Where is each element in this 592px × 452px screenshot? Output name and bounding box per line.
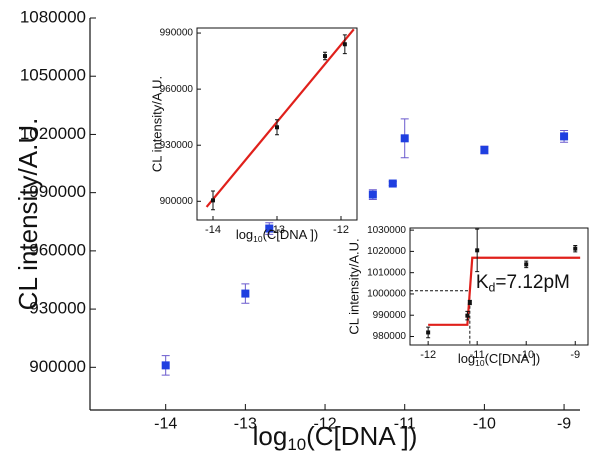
y-tick-label: 990000 [373,310,407,321]
y-tick-label: 930000 [160,140,194,151]
y-tick-label: 960000 [29,240,86,259]
x-tick-label: -12 [333,224,349,236]
x-axis-label: log10(C[DNA ]) [253,421,418,452]
x-tick-label: -10 [518,349,534,361]
y-axis-label: CL intensity/A.U. [149,76,164,172]
x-axis-label-sub: 10 [287,435,306,452]
x-axis-label-rest: (C[DNA ]) [306,421,417,451]
y-tick-label: 980000 [373,331,407,342]
point [400,134,409,143]
fit-line [428,256,581,326]
point [465,313,470,318]
x-tick-label: -13 [269,224,285,236]
point [524,262,529,267]
point [426,330,431,335]
kd-annotation-sub: d [489,281,496,295]
x-tick-label: -11 [470,349,485,361]
point [211,198,215,203]
point [388,179,397,188]
point [573,246,578,251]
y-tick-label: 1020000 [367,246,406,257]
y-axis-label: CL intensity/A.U. [13,118,43,311]
kd-annotation-rest: =7.12pM [495,272,569,293]
point [475,248,480,253]
x-axis-label-rest: (C[DNA ]) [263,227,319,242]
y-tick-label: 900000 [29,357,86,376]
y-tick-label: 900000 [160,196,194,207]
y-tick-label: 1080000 [20,7,86,26]
point [275,125,279,130]
x-axis-label-base: log [236,227,253,242]
y-tick-label: 1050000 [20,66,86,85]
kd-annotation: Kd=7.12pM [476,272,570,295]
point [265,224,274,233]
point [480,145,489,154]
x-tick-label: -11 [394,416,416,433]
x-tick-label: -9 [570,349,580,361]
x-tick-label: -12 [420,349,436,361]
x-tick-label: -13 [234,416,257,433]
x-axis-label: log10(C[DNA ]) [236,227,318,244]
point [368,190,377,199]
x-tick-label: -14 [154,416,177,433]
y-axis-label: CL intensity/A.U. [346,238,361,334]
y-tick-label: 1020000 [20,124,86,143]
y-tick-label: 990000 [160,28,194,39]
x-axis-label-base: log [253,421,288,451]
y-tick-label: 1010000 [367,267,406,278]
y-tick-label: 960000 [160,84,194,95]
point [560,132,569,141]
x-tick-label: -10 [473,416,496,433]
x-tick-label: -12 [313,416,336,433]
y-tick-label: 1000000 [367,289,406,300]
x-axis-label-rest: (C[DNA ]) [485,351,541,366]
x-axis-label: log10(C[DNA ]) [458,351,540,368]
kd-annotation-base: K [476,272,489,293]
point [467,300,472,305]
x-axis-label-sub: 10 [475,358,485,368]
point [323,54,327,59]
point [241,289,250,298]
y-tick-label: 930000 [29,299,86,318]
point [161,361,170,370]
x-axis-label-sub: 10 [253,234,263,244]
x-tick-label: -14 [205,224,221,236]
fit-line [205,28,355,208]
y-tick-label: 1030000 [367,225,406,236]
x-tick-label: -9 [557,416,571,433]
x-axis-label-base: log [458,351,475,366]
y-tick-label: 990000 [29,182,86,201]
point [342,42,347,47]
